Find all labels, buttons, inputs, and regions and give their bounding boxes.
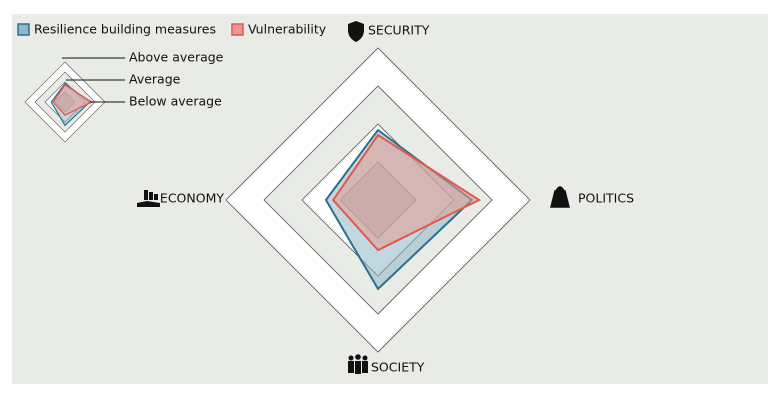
scale-label: Average (129, 72, 181, 87)
legend-label: Resilience building measures (34, 22, 216, 37)
legend-swatch (17, 23, 30, 36)
axis-label: ECONOMY (160, 191, 224, 206)
security-icon (348, 21, 364, 42)
scale-label: Above average (129, 50, 224, 65)
economy-icon (137, 190, 160, 207)
axis-label: SECURITY (368, 23, 430, 38)
legend: Resilience building measures Vulnerabilit… (17, 22, 327, 37)
legend-swatch (231, 23, 244, 36)
key-leaders (62, 57, 125, 103)
axis-label: POLITICS (578, 191, 634, 206)
polygons (50, 82, 482, 291)
scale-label: Below average (129, 94, 222, 109)
series-area (52, 84, 93, 116)
series-area (331, 133, 482, 252)
politics-icon (550, 186, 570, 208)
legend-label: Vulnerability (248, 22, 327, 37)
society-icon (348, 354, 368, 374)
axis-label: SOCIETY (371, 360, 425, 375)
